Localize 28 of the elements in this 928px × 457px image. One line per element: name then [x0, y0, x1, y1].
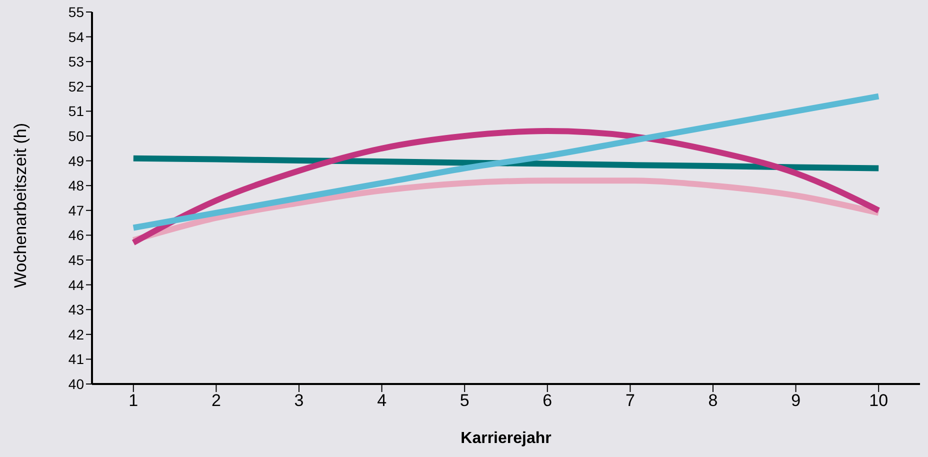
- y-tick-label: 42: [68, 326, 84, 342]
- x-tick-label: 4: [377, 391, 387, 410]
- y-tick-label: 44: [68, 276, 84, 293]
- y-tick-label: 41: [68, 351, 84, 368]
- y-tick-label: 53: [68, 54, 84, 70]
- y-tick-label: 48: [68, 178, 84, 194]
- y-tick-label: 45: [68, 252, 84, 268]
- y-tick-label: 49: [68, 152, 84, 169]
- y-axis-title: Wochenarbeitszeit (h): [11, 122, 30, 288]
- x-tick-label: 8: [708, 391, 718, 410]
- x-tick-label: 7: [625, 391, 635, 410]
- y-tick-label: 47: [68, 202, 84, 218]
- x-tick-label: 10: [869, 391, 888, 410]
- y-tick-label: 50: [68, 128, 84, 144]
- x-tick-label: 5: [460, 391, 470, 410]
- x-tick-label: 3: [294, 391, 304, 410]
- x-axis-title: Karrierejahr: [460, 430, 552, 447]
- x-tick-label: 6: [542, 391, 552, 410]
- y-tick-label: 51: [68, 103, 84, 120]
- x-tick-label: 9: [791, 391, 801, 410]
- y-tick-label: 54: [68, 28, 84, 45]
- x-tick-label: 2: [211, 391, 221, 410]
- x-tick-label: 1: [128, 391, 138, 410]
- y-tick-label: 55: [68, 4, 84, 20]
- y-tick-label: 52: [68, 78, 84, 94]
- y-tick-label: 43: [68, 302, 84, 318]
- y-tick-label: 46: [68, 227, 84, 244]
- y-tick-label: 40: [68, 376, 84, 392]
